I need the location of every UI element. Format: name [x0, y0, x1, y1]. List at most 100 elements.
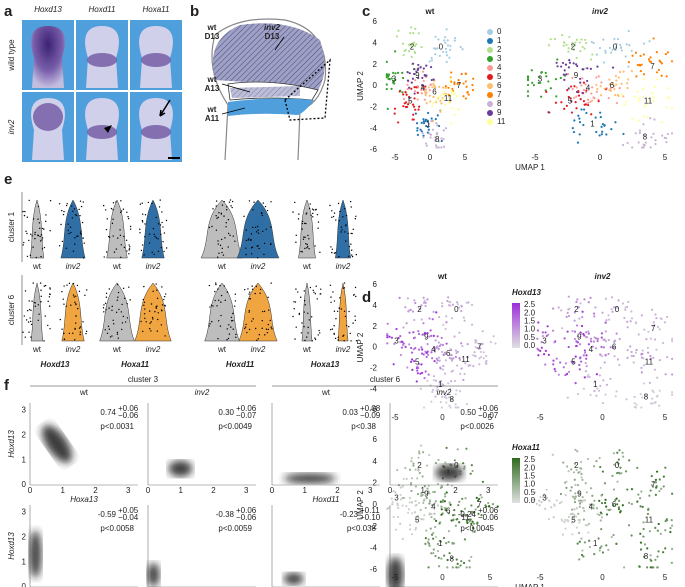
cell-point [563, 107, 566, 110]
cell-point [348, 310, 350, 313]
cell-point [456, 350, 460, 353]
cell-point [566, 465, 569, 468]
cell-point [216, 256, 219, 258]
density [147, 562, 160, 587]
cell-point [439, 367, 442, 370]
violin [60, 199, 86, 259]
cell-point [485, 362, 488, 365]
cell-point [334, 337, 337, 340]
cell-point [41, 248, 44, 250]
cell-point [348, 255, 350, 258]
cell-point [608, 46, 611, 50]
cell-point [540, 71, 543, 74]
cell-point [464, 72, 467, 75]
cell-point [123, 297, 126, 299]
cell-point [637, 97, 640, 100]
cell-point [575, 507, 578, 510]
y-tick-label: -4 [370, 543, 378, 552]
cell-point [429, 329, 432, 332]
cell-point [354, 319, 357, 322]
cell-point [250, 247, 253, 249]
cell-point [406, 103, 410, 106]
cell-point [429, 527, 432, 530]
cell-point [248, 311, 250, 313]
cell-point [582, 507, 585, 510]
cell-point [438, 359, 441, 362]
cell-point [526, 94, 530, 98]
cell-point [464, 97, 468, 100]
cell-point [453, 459, 457, 462]
cell-point [461, 48, 464, 51]
legend-title: Hoxd13 [512, 288, 541, 297]
cell-point [117, 337, 119, 339]
cell-point [234, 293, 237, 295]
cell-point [430, 59, 434, 62]
cell-point [634, 321, 638, 324]
cell-point [444, 103, 447, 106]
cell-point [634, 351, 638, 354]
cell-point [578, 41, 581, 44]
y-tick-label: 4 [373, 457, 378, 466]
cell-point [106, 332, 109, 335]
cell-point [649, 566, 652, 569]
cell-point [544, 363, 547, 366]
cell-point [119, 229, 121, 231]
cell-point [424, 370, 427, 373]
cell-point [215, 283, 217, 286]
cell-point [245, 239, 248, 242]
cell-point [27, 321, 30, 323]
cell-point [628, 501, 631, 504]
cell-point [603, 338, 606, 341]
cell-point [208, 226, 211, 229]
cell-point [564, 518, 567, 522]
cell-point [459, 564, 462, 567]
cell-point [47, 300, 49, 303]
cell-point [28, 308, 31, 311]
cell-point [582, 81, 586, 84]
cell-point [431, 390, 434, 394]
cell-point [251, 285, 253, 287]
cell-point [567, 87, 570, 90]
cell-point [450, 353, 453, 357]
cell-point [474, 338, 477, 342]
cell-point [331, 210, 333, 212]
cell-point [612, 488, 616, 491]
cell-point [105, 309, 107, 311]
cell-point [457, 406, 460, 409]
cell-point [568, 35, 571, 39]
cell-point [646, 346, 649, 349]
expression-domain [141, 53, 171, 67]
cell-point [481, 480, 485, 483]
cell-point [129, 228, 132, 230]
cell-point [333, 300, 336, 302]
cell-point [565, 315, 568, 318]
cluster-label: 7 [651, 324, 656, 333]
cell-point [455, 364, 459, 367]
cell-point [412, 348, 415, 351]
cell-point [335, 318, 337, 320]
cell-point [637, 333, 640, 336]
cell-point [585, 111, 588, 115]
cell-point [417, 76, 420, 80]
column-header: Hoxd11 [89, 5, 116, 14]
condition-label: inv2 [336, 345, 351, 354]
cell-point [222, 254, 225, 256]
cell-point [86, 289, 88, 291]
cell-point [165, 219, 168, 222]
cell-point [601, 123, 604, 126]
cell-point [412, 462, 415, 465]
cell-point [579, 81, 582, 84]
cell-point [549, 38, 552, 41]
cell-point [72, 250, 75, 252]
cell-point [38, 222, 41, 224]
y-tick-label: -2 [370, 363, 378, 372]
leader [221, 83, 251, 93]
cell-point [155, 283, 157, 285]
cell-point [593, 499, 596, 502]
cell-point [580, 472, 583, 476]
cell-point [587, 301, 590, 304]
cell-point [294, 338, 296, 340]
cell-point [218, 212, 220, 214]
cell-point [417, 330, 420, 333]
ci-upper: +0.06 [478, 506, 499, 515]
